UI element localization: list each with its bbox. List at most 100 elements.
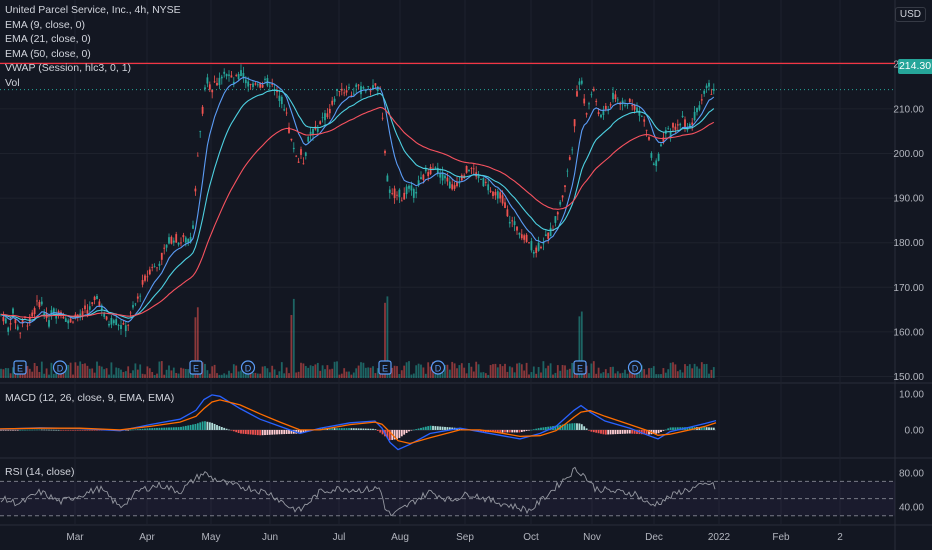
candle-body bbox=[153, 266, 156, 268]
currency-button[interactable]: USD bbox=[894, 7, 926, 22]
candle-body bbox=[177, 242, 180, 245]
marker-label: E bbox=[382, 364, 388, 374]
rsi-title[interactable]: RSI (14, close) bbox=[5, 466, 75, 478]
candle-body bbox=[120, 325, 122, 329]
volume-bar bbox=[175, 372, 178, 378]
macd-histogram-bar bbox=[626, 429, 629, 434]
volume-bar bbox=[211, 366, 214, 378]
candle-body bbox=[168, 237, 170, 244]
volume-bar bbox=[268, 372, 271, 378]
candle-body bbox=[242, 73, 245, 79]
volume-bar bbox=[60, 373, 62, 378]
volume-bar bbox=[240, 370, 242, 378]
earnings-marker-box bbox=[13, 360, 27, 375]
candle-body bbox=[4, 318, 7, 324]
volume-bar bbox=[460, 363, 463, 378]
macd-histogram-bar bbox=[333, 428, 336, 430]
earnings-marker: E bbox=[189, 360, 203, 375]
macd-title[interactable]: MACD (12, 26, close, 9, EMA, EMA) bbox=[5, 392, 175, 404]
candle-body bbox=[136, 296, 139, 299]
macd-histogram-bar bbox=[542, 427, 545, 430]
macd-histogram-bar bbox=[184, 425, 187, 430]
candle-body bbox=[369, 90, 372, 92]
candle-body bbox=[547, 232, 550, 239]
symbol-title[interactable]: United Parcel Service, Inc., 4h, NYSE bbox=[5, 4, 181, 16]
macd-histogram-bar bbox=[144, 428, 146, 430]
macd-histogram-bar bbox=[566, 423, 569, 430]
candle-body bbox=[458, 181, 461, 184]
candle-body bbox=[230, 75, 233, 78]
candle-body bbox=[448, 181, 451, 189]
macd-histogram-bar bbox=[621, 429, 624, 434]
vwap-legend[interactable]: VWAP (Session, hlc3, 0, 1) bbox=[5, 62, 132, 74]
macd-histogram-bar bbox=[561, 424, 564, 430]
macd-histogram-bar bbox=[448, 427, 451, 430]
candle-body bbox=[283, 109, 286, 111]
candle-body bbox=[144, 275, 146, 281]
volume-bar bbox=[664, 372, 667, 378]
marker-label: E bbox=[193, 364, 199, 374]
volume-bar bbox=[523, 370, 526, 378]
vol-legend[interactable]: Vol bbox=[5, 76, 20, 89]
volume-bar bbox=[273, 369, 276, 378]
candle-body bbox=[98, 301, 101, 307]
earnings-marker-box bbox=[378, 360, 392, 375]
volume-bar bbox=[468, 363, 470, 378]
macd-histogram-bar bbox=[499, 429, 502, 433]
macd-histogram-bar bbox=[357, 428, 360, 430]
volume-bar bbox=[470, 366, 473, 378]
volume-bar bbox=[302, 363, 305, 378]
volume-bar bbox=[355, 368, 358, 378]
volume-bar bbox=[369, 367, 372, 378]
macd-histogram-bar bbox=[708, 427, 710, 430]
macd-histogram-bar bbox=[88, 429, 91, 431]
candle-body bbox=[139, 295, 142, 297]
macd-histogram-bar bbox=[400, 429, 403, 437]
volume-bar bbox=[379, 373, 382, 378]
x-tick-label: Feb bbox=[772, 532, 790, 543]
volume-bar bbox=[288, 373, 290, 378]
volume-bar bbox=[472, 371, 475, 378]
candle-body bbox=[331, 100, 334, 105]
candle-body bbox=[489, 190, 492, 192]
candle-body bbox=[156, 267, 158, 269]
candle-body bbox=[393, 188, 396, 199]
ema21-legend[interactable]: EMA (21, close, 0) bbox=[5, 33, 91, 45]
volume-bar bbox=[693, 363, 696, 378]
macd-histogram-bar bbox=[40, 429, 43, 431]
volume-bar bbox=[26, 365, 29, 378]
ema9-legend[interactable]: EMA (9, close, 0) bbox=[5, 18, 85, 31]
ema50-line bbox=[0, 106, 715, 319]
candle-body bbox=[588, 103, 590, 105]
volume-bar bbox=[511, 367, 514, 378]
macd-histogram-bar bbox=[256, 429, 259, 436]
volume-bar bbox=[597, 367, 600, 378]
candle-body bbox=[693, 111, 696, 121]
macd-histogram-bar bbox=[600, 429, 602, 434]
macd-histogram-bar bbox=[405, 429, 408, 433]
candle-body bbox=[633, 104, 636, 110]
macd-histogram-bar bbox=[698, 427, 701, 430]
macd-histogram-bar bbox=[480, 429, 482, 432]
macd-histogram-bar bbox=[26, 429, 29, 431]
candle-body bbox=[50, 310, 53, 316]
macd-line bbox=[0, 394, 717, 451]
volume-bar bbox=[648, 368, 650, 378]
candle-body bbox=[127, 324, 130, 326]
macd-histogram-bar bbox=[420, 427, 422, 430]
candle-body bbox=[182, 235, 185, 238]
macd-histogram-bar bbox=[360, 428, 362, 430]
macd-histogram-bar bbox=[165, 427, 168, 430]
macd-histogram-bar bbox=[441, 426, 444, 430]
volume-bar bbox=[122, 372, 125, 378]
macd-histogram-bar bbox=[24, 429, 26, 431]
candle-body bbox=[429, 167, 432, 175]
ema50-legend[interactable]: EMA (50, close, 0) bbox=[5, 47, 91, 60]
volume-bar bbox=[9, 373, 12, 378]
earnings-marker-box bbox=[189, 360, 203, 375]
macd-histogram-bar bbox=[352, 428, 355, 430]
volume-bar bbox=[645, 374, 648, 378]
volume-bar bbox=[602, 372, 605, 378]
candle-body bbox=[540, 246, 542, 249]
